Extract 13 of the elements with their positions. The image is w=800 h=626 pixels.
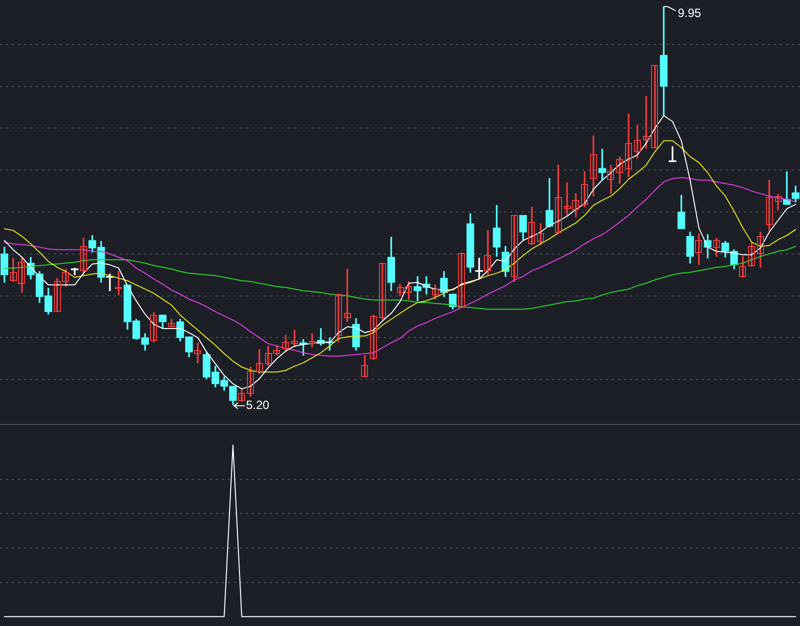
annotation: 9.95 bbox=[678, 6, 702, 20]
candlestick bbox=[625, 114, 632, 178]
annotation: 5.20 bbox=[246, 398, 270, 412]
candlestick bbox=[291, 330, 298, 348]
candlestick bbox=[335, 294, 342, 342]
candlestick bbox=[458, 252, 465, 308]
candlestick bbox=[713, 238, 720, 257]
candlestick bbox=[607, 164, 614, 194]
candlestick bbox=[668, 146, 676, 162]
candlestick bbox=[247, 366, 254, 397]
candlestick bbox=[80, 238, 87, 276]
candlestick bbox=[757, 232, 764, 268]
candlestick bbox=[775, 194, 782, 211]
